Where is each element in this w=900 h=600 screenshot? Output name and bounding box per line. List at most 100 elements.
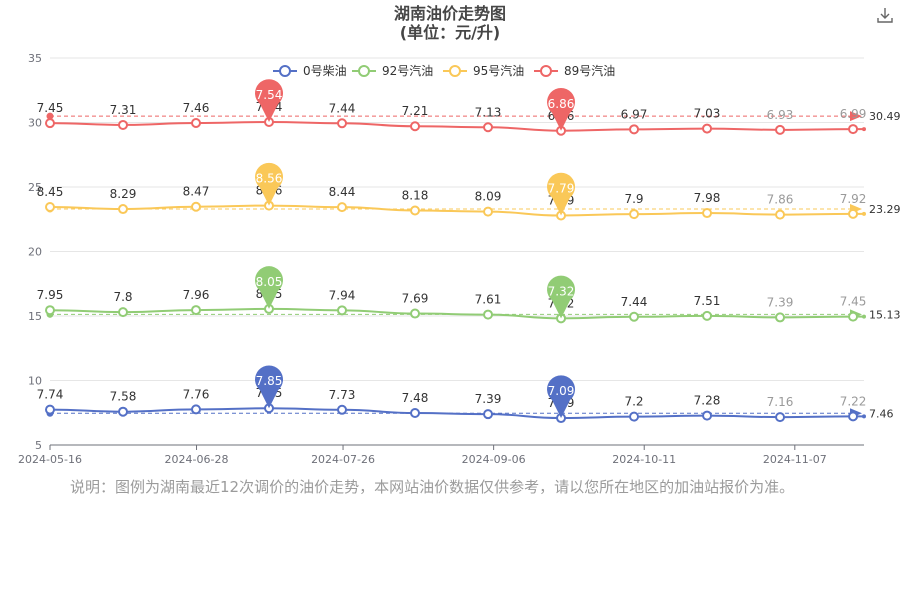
series-end-marker (862, 314, 866, 319)
data-label: 6.97 (621, 107, 648, 121)
legend-label: 0号柴油 (303, 64, 347, 78)
average-label: 7.46 (869, 407, 894, 420)
data-point (629, 124, 640, 135)
average-label: 30.49 (869, 110, 900, 123)
max-pin (255, 162, 284, 206)
series-2: 23.29 8.45 8.29 8.47 8.56 8.44 8.18 8.09 7.79 7.9… (37, 162, 900, 221)
data-label: 7.2 (624, 395, 643, 409)
min-pin (547, 88, 576, 131)
data-label: 7.45 (840, 295, 867, 309)
data-label: 7.92 (840, 192, 867, 206)
data-point (45, 404, 55, 415)
data-label: 7.9 (624, 192, 643, 206)
legend-label: 95号汽油 (473, 63, 524, 78)
x-tick-label: 2024-10-11 (612, 453, 676, 466)
chart-note: 说明：图例为湖南最近12次调价的油价走势，本网站油价数据仅供参考，请以您所在地区… (70, 478, 795, 496)
data-label: 7.86 (767, 193, 794, 207)
data-point (410, 308, 421, 319)
data-label: 7.8 (113, 290, 132, 304)
data-point (118, 406, 129, 417)
data-label: 7.28 (694, 394, 721, 408)
data-point (702, 208, 713, 219)
series-end-marker (862, 414, 866, 419)
data-label: 8.09 (475, 190, 502, 204)
average-label: 23.29 (869, 203, 900, 216)
data-label: 7.22 (840, 394, 867, 408)
data-label: 8.45 (37, 185, 64, 199)
x-axis: 2024-05-16 2024-06-28 2024-07-26 2024-09-06… (18, 445, 827, 466)
data-label: 7.46 (183, 101, 210, 115)
average-arrow (850, 111, 862, 122)
data-point (775, 412, 786, 423)
data-point (629, 209, 640, 220)
chart-title-line2: (单位：元/升) (399, 23, 501, 42)
series-3: 30.49 7.45 7.31 7.46 7.54 7.44 7.21 7.13 6.86 6.9… (37, 79, 900, 136)
data-point (483, 122, 494, 133)
data-point (848, 124, 859, 135)
average-label: 15.13 (869, 308, 900, 321)
data-point (118, 119, 129, 130)
data-point (848, 208, 859, 219)
data-point (118, 307, 129, 318)
data-label: 6.99 (840, 107, 867, 121)
data-point (337, 305, 348, 316)
data-label: 7.13 (475, 105, 502, 119)
y-tick-label: 15 (28, 310, 42, 323)
data-point (337, 118, 348, 129)
data-label: 7.74 (37, 388, 64, 402)
data-point (410, 205, 421, 216)
chart-title: 湖南油价走势图 (单位：元/升) (0, 4, 900, 42)
min-pin (547, 375, 576, 419)
data-label: 7.31 (110, 103, 137, 117)
data-point (337, 404, 348, 415)
data-point (483, 206, 494, 217)
data-point (337, 202, 348, 213)
y-tick-label: 20 (28, 246, 42, 259)
data-label: 7.39 (767, 295, 794, 309)
x-tick-label: 2024-05-16 (18, 453, 82, 466)
data-label: 7.61 (475, 293, 502, 307)
data-point (118, 204, 129, 215)
data-point (45, 118, 55, 129)
data-point (702, 310, 713, 321)
download-icon[interactable] (876, 6, 894, 24)
data-point (191, 404, 202, 415)
data-point (775, 312, 786, 323)
average-start-marker (46, 112, 54, 120)
legend-marker (358, 65, 370, 77)
series-line (49, 120, 864, 132)
max-pin-label: 7.54 (256, 88, 283, 102)
min-pin (547, 172, 576, 216)
data-point (483, 409, 494, 420)
max-pin-label: 8.05 (256, 275, 283, 289)
x-tick-label: 2024-06-28 (165, 453, 229, 466)
y-axis: 5 10 15 20 25 30 35 (28, 52, 864, 452)
min-pin-label: 7.09 (548, 384, 575, 398)
max-pin-label: 8.56 (256, 172, 283, 186)
data-label: 7.69 (402, 292, 429, 306)
min-pin-label: 6.86 (548, 97, 575, 111)
y-tick-label: 35 (28, 52, 42, 65)
x-tick-label: 2024-09-06 (462, 453, 526, 466)
data-point (45, 305, 55, 316)
data-label: 7.03 (694, 107, 721, 121)
data-label: 7.95 (37, 288, 64, 302)
data-label: 8.29 (110, 187, 137, 201)
data-label: 6.93 (767, 108, 794, 122)
data-label: 7.44 (621, 295, 648, 309)
data-point (848, 411, 859, 422)
data-point (702, 123, 713, 134)
legend: 0号柴油 92号汽油 95号汽油 89号汽油 (273, 63, 615, 78)
legend-marker (279, 65, 291, 77)
chart-title-line1: 湖南油价走势图 (393, 4, 506, 23)
legend-label: 89号汽油 (564, 63, 615, 78)
data-label: 8.47 (183, 185, 210, 199)
data-point (629, 411, 640, 422)
data-label: 7.94 (329, 288, 356, 302)
data-point (775, 209, 786, 220)
data-label: 7.98 (694, 191, 721, 205)
data-label: 7.45 (37, 101, 64, 115)
y-tick-label: 25 (28, 181, 42, 194)
data-point (410, 121, 421, 132)
